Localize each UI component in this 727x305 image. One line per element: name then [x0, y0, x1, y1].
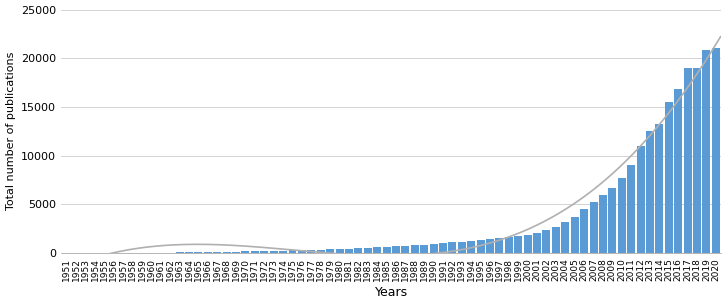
Bar: [411, 245, 419, 253]
Bar: [674, 89, 682, 253]
Bar: [683, 68, 691, 253]
Bar: [627, 165, 635, 253]
Bar: [241, 251, 249, 253]
Bar: [308, 250, 316, 253]
Bar: [326, 249, 334, 253]
Bar: [514, 236, 522, 253]
Bar: [298, 250, 306, 253]
Bar: [382, 247, 390, 253]
Bar: [449, 242, 457, 253]
Bar: [354, 248, 362, 253]
Bar: [495, 238, 503, 253]
Bar: [270, 251, 278, 253]
Bar: [204, 252, 212, 253]
Bar: [664, 102, 672, 253]
Bar: [251, 251, 259, 253]
Bar: [486, 239, 494, 253]
Bar: [637, 146, 645, 253]
Bar: [693, 68, 701, 253]
Bar: [185, 252, 193, 253]
Bar: [279, 251, 287, 253]
Bar: [552, 227, 560, 253]
Bar: [477, 240, 485, 253]
Bar: [392, 246, 400, 253]
Bar: [222, 252, 230, 253]
Bar: [702, 50, 710, 253]
Bar: [232, 252, 240, 253]
Bar: [542, 230, 550, 253]
Bar: [430, 244, 438, 253]
Bar: [336, 249, 344, 253]
Bar: [260, 251, 268, 253]
Bar: [401, 246, 409, 253]
Bar: [194, 252, 202, 253]
Bar: [646, 131, 654, 253]
Bar: [599, 195, 607, 253]
Bar: [458, 242, 466, 253]
Bar: [712, 48, 720, 253]
Bar: [317, 250, 325, 253]
Bar: [561, 222, 569, 253]
Bar: [533, 233, 541, 253]
Bar: [364, 248, 371, 253]
Bar: [420, 245, 428, 253]
Bar: [467, 241, 475, 253]
Bar: [590, 203, 598, 253]
Bar: [618, 178, 626, 253]
Y-axis label: Total number of publications: Total number of publications: [6, 52, 15, 210]
Bar: [505, 237, 513, 253]
Bar: [373, 247, 381, 253]
Bar: [345, 249, 353, 253]
Bar: [608, 188, 616, 253]
Bar: [289, 250, 297, 253]
Bar: [523, 235, 531, 253]
Bar: [571, 217, 579, 253]
Bar: [439, 243, 447, 253]
Bar: [655, 124, 663, 253]
Bar: [213, 252, 221, 253]
Bar: [580, 209, 588, 253]
X-axis label: Years: Years: [374, 286, 408, 300]
